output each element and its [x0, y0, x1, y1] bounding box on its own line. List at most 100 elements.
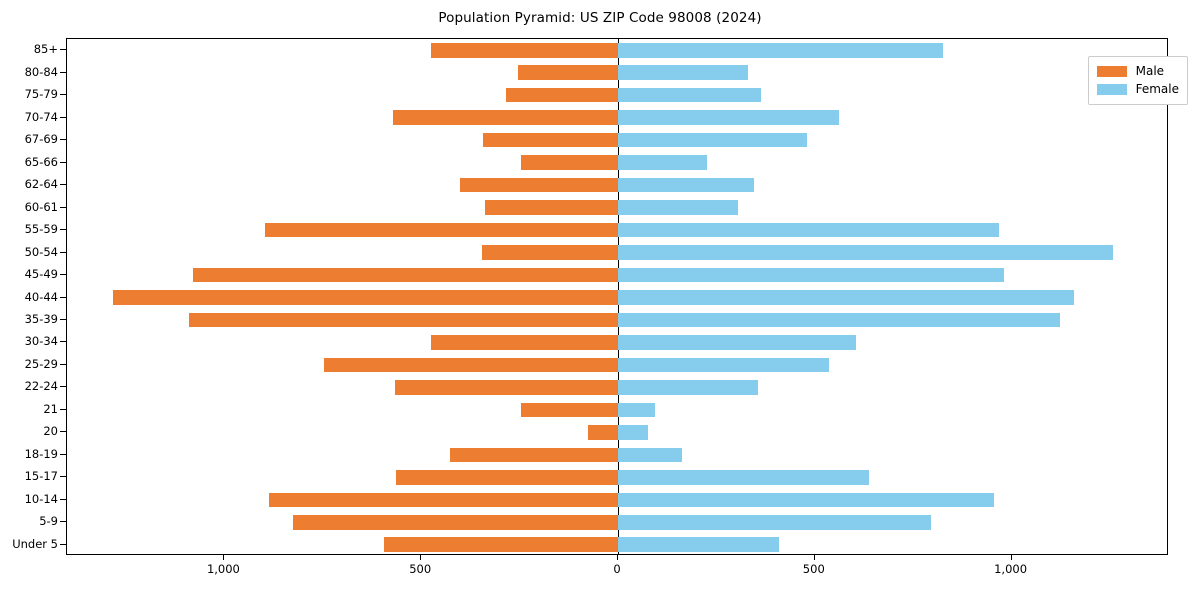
bar-female	[618, 425, 648, 440]
y-axis-tick	[60, 341, 66, 343]
pyramid-row	[67, 106, 1167, 128]
y-axis-tick-label: 18-19	[24, 446, 58, 461]
bar-male	[449, 447, 618, 463]
bar-male	[323, 357, 618, 373]
bar-male	[520, 155, 618, 170]
bar-female	[618, 335, 856, 350]
y-axis-tick	[60, 139, 66, 141]
bar-male	[112, 290, 618, 305]
y-axis-tick-label: Under 5	[12, 536, 58, 551]
bar-male	[506, 87, 618, 103]
bar-female	[618, 357, 830, 373]
y-axis-tick	[60, 453, 66, 455]
pyramid-row	[67, 264, 1167, 286]
pyramid-row	[67, 219, 1167, 241]
bar-female	[618, 267, 1004, 283]
bar-male	[518, 65, 618, 80]
bar-male	[430, 42, 618, 58]
bar-female	[618, 514, 931, 530]
y-axis-tick	[60, 71, 66, 73]
pyramid-row	[67, 534, 1167, 554]
y-axis-tick-label: 45-49	[24, 267, 58, 282]
bar-male	[483, 132, 618, 148]
pyramid-row	[67, 331, 1167, 353]
x-axis-tick-label: 1,000	[206, 562, 240, 576]
legend-label-female: Female	[1135, 82, 1179, 96]
y-axis-tick-label: 60-61	[24, 199, 58, 214]
y-axis-tick-label: 70-74	[24, 109, 58, 124]
x-axis-tick-label: 500	[409, 562, 432, 576]
bar-female	[618, 155, 707, 170]
bar-male	[482, 245, 618, 260]
legend-swatch-male-icon	[1096, 65, 1127, 77]
y-axis-tick	[60, 318, 66, 320]
bar-female	[618, 380, 758, 395]
y-axis-tick-label: 67-69	[24, 132, 58, 147]
x-axis-tick	[420, 555, 422, 560]
y-axis-tick-label: 20	[43, 424, 58, 439]
y-axis-tick	[60, 184, 66, 186]
y-axis-tick	[60, 363, 66, 365]
pyramid-row	[67, 309, 1167, 331]
y-axis-tick	[60, 476, 66, 478]
x-axis-tick	[813, 555, 815, 560]
y-axis-tick-label: 21	[43, 401, 58, 416]
y-axis-tick	[60, 543, 66, 545]
pyramid-row	[67, 421, 1167, 443]
x-axis-tick-label: 0	[613, 562, 621, 576]
bar-female	[618, 245, 1113, 260]
pyramid-row	[67, 84, 1167, 106]
y-axis-tick	[60, 229, 66, 231]
y-axis-tick	[60, 521, 66, 523]
y-axis-tick-label: 25-29	[24, 356, 58, 371]
pyramid-row	[67, 39, 1167, 61]
pyramid-row	[67, 399, 1167, 421]
legend-swatch-female-icon	[1096, 83, 1127, 95]
pyramid-row	[67, 286, 1167, 308]
y-axis-tick-label: 50-54	[24, 244, 58, 259]
y-axis-tick	[60, 161, 66, 163]
pyramid-row	[67, 196, 1167, 218]
pyramid-row	[67, 354, 1167, 376]
bar-female	[618, 200, 738, 215]
pyramid-row	[67, 444, 1167, 466]
pyramid-row	[67, 129, 1167, 151]
x-axis-tick-label: 1,000	[994, 562, 1028, 576]
y-axis-tick-label: 10-14	[24, 491, 58, 506]
bar-male	[292, 514, 618, 530]
chart-title: Population Pyramid: US ZIP Code 98008 (2…	[438, 10, 762, 26]
x-axis-tick-label: 500	[802, 562, 825, 576]
bar-male	[396, 470, 618, 485]
pyramid-row	[67, 489, 1167, 511]
bar-female	[618, 312, 1061, 328]
bar-female	[618, 65, 748, 80]
pyramid-row	[67, 511, 1167, 533]
y-axis-tick-label: 30-34	[24, 334, 58, 349]
pyramid-row	[67, 241, 1167, 263]
bar-male	[395, 380, 618, 395]
y-axis-tick-label: 5-9	[39, 514, 58, 529]
y-axis-tick	[60, 116, 66, 118]
bar-male	[268, 492, 618, 508]
bar-female	[618, 87, 761, 103]
bar-female	[618, 110, 839, 125]
bar-male	[384, 537, 618, 553]
x-axis-tick	[617, 555, 618, 560]
y-axis-tick	[60, 251, 66, 253]
y-axis-tick-label: 55-59	[24, 222, 58, 237]
legend-item-female: Female	[1096, 80, 1179, 98]
bar-female	[618, 492, 994, 508]
y-axis-tick-label: 85+	[33, 42, 58, 57]
bar-male	[189, 312, 618, 328]
y-axis-tick	[60, 49, 66, 51]
y-axis-tick	[60, 408, 66, 410]
y-axis-tick	[60, 296, 66, 298]
bar-male	[460, 177, 618, 193]
bars-container	[67, 39, 1167, 554]
legend-label-male: Male	[1135, 64, 1165, 78]
x-axis-tick	[1010, 555, 1012, 560]
bar-male	[520, 402, 618, 418]
bar-male	[431, 335, 618, 350]
y-axis-tick-label: 40-44	[24, 289, 58, 304]
